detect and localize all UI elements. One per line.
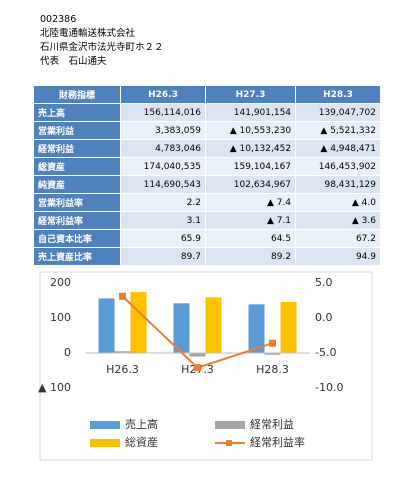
legend-label: 総資産 [125, 435, 158, 449]
row-label: 売上高 [33, 103, 121, 122]
row-label: 経常利益率 [33, 211, 121, 230]
address: 石川県金沢市法光寺町ホ２２ [40, 42, 164, 53]
bar [280, 301, 297, 353]
header-cell: H26.3 [120, 85, 206, 104]
y2-tick-label: 0.0 [315, 311, 333, 324]
line-marker [269, 339, 276, 347]
table-row: 純資産 114,690,543 102,634,967 98,431,129 [33, 175, 381, 194]
value-cell: ▲ 4.0 [295, 193, 381, 212]
value-cell: 146,453,902 [295, 157, 381, 176]
bar [98, 298, 115, 353]
value-cell: 98,431,129 [295, 175, 381, 194]
legend-marker [226, 440, 232, 446]
line-marker [119, 292, 126, 300]
value-cell: 89.7 [120, 247, 206, 266]
legend-swatch [90, 439, 120, 447]
company-code: 002386 [40, 14, 77, 25]
value-cell: 2.2 [120, 193, 206, 212]
row-label: 営業利益率 [33, 193, 121, 212]
financial-table: 財務指標 H26.3 H27.3 H28.3 売上高 156,114,016 141,901… [33, 85, 381, 266]
bar [264, 353, 281, 355]
row-label: 自己資本比率 [33, 229, 121, 248]
row-label: 営業利益 [33, 121, 121, 140]
bar [189, 353, 206, 357]
header-cell: 財務指標 [33, 85, 121, 104]
value-cell: 102,634,967 [204, 175, 297, 194]
row-label: 純資産 [33, 175, 121, 194]
bar [205, 297, 222, 353]
bar [130, 292, 147, 353]
value-cell: 159,104,167 [204, 157, 297, 176]
bar [173, 303, 190, 353]
value-cell: 64.5 [204, 229, 297, 248]
value-cell: ▲ 10,132,452 [204, 139, 297, 158]
x-tick-label: H26.3 [106, 363, 139, 376]
y-tick-label: 0 [64, 346, 71, 359]
bar [248, 304, 265, 353]
legend-swatch [90, 421, 120, 429]
legend-label: 売上高 [125, 417, 158, 431]
value-cell: 94.9 [295, 247, 381, 266]
table-row: 売上資産比率 89.7 89.2 94.9 [33, 247, 381, 266]
line-marker [194, 364, 201, 372]
value-cell: ▲ 3.6 [295, 211, 381, 230]
representative: 代表 石山通夫 [40, 56, 107, 67]
table-row: 営業利益 3,383,059 ▲ 10,553,230 ▲ 5,521,332 [33, 121, 381, 140]
y-tick-label: ▲ 100 [38, 381, 71, 394]
y2-tick-label: -5.0 [315, 346, 336, 359]
company-name: 北陸電通輸送株式会社 [40, 28, 136, 39]
x-tick-label: H28.3 [256, 363, 289, 376]
value-cell: 141,901,154 [204, 103, 297, 122]
value-cell: 3,383,059 [120, 121, 206, 140]
y-tick-label: 100 [50, 311, 71, 324]
y-tick-label: 200 [50, 276, 71, 289]
value-cell: ▲ 10,553,230 [204, 121, 297, 140]
value-cell: 65.9 [120, 229, 206, 248]
value-cell: ▲ 4,948,471 [295, 139, 381, 158]
value-cell: 67.2 [295, 229, 381, 248]
value-cell: ▲ 5,521,332 [295, 121, 381, 140]
table-row: 総資産 174,040,535 159,104,167 146,453,902 [33, 157, 381, 176]
legend-label: 経常利益率 [250, 435, 305, 449]
row-label: 売上資産比率 [33, 247, 121, 266]
y2-tick-label: 5.0 [315, 276, 333, 289]
header-cell: H28.3 [295, 85, 381, 104]
table-row: 経常利益 4,783,046 ▲ 10,132,452 ▲ 4,948,471 [33, 139, 381, 158]
table-row: 経常利益率 3.1 ▲ 7.1 ▲ 3.6 [33, 211, 381, 230]
y2-tick-label: -10.0 [315, 381, 343, 394]
legend-label: 経常利益 [250, 417, 294, 431]
value-cell: 89.2 [204, 247, 297, 266]
chart-frame [39, 271, 373, 461]
legend-swatch [215, 421, 245, 429]
bar [114, 351, 131, 353]
table-row: 自己資本比率 65.9 64.5 67.2 [33, 229, 381, 248]
